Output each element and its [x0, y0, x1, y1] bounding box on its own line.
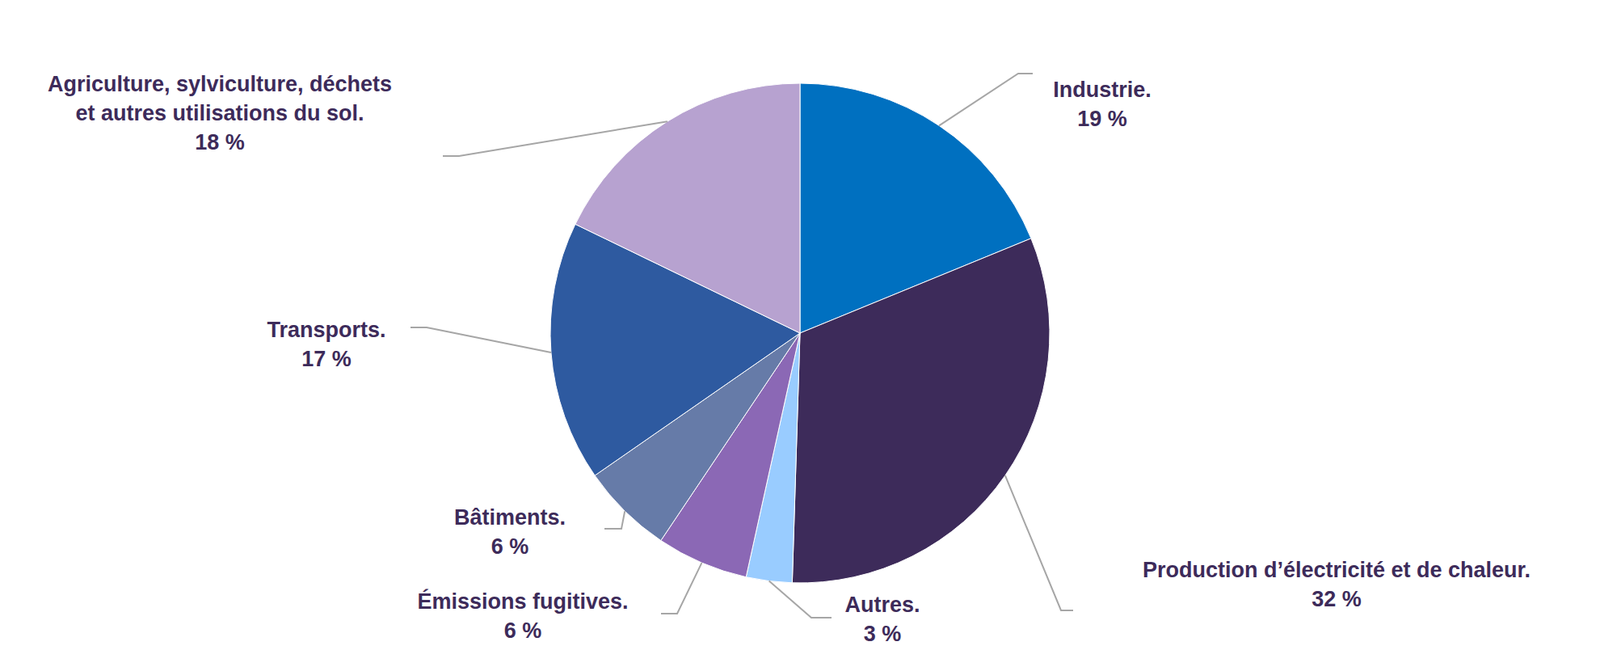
category-label: Industrie.: [1052, 77, 1152, 102]
data-label: Agriculture, sylviculture, déchets et aut…: [47, 71, 392, 155]
value-label: 3 %: [863, 621, 902, 646]
pie-slice: [791, 238, 1050, 583]
value-label: 32 %: [1311, 586, 1362, 611]
leader-line: [1005, 475, 1074, 611]
pie: [550, 83, 1050, 583]
category-label: Bâtiments.: [454, 505, 566, 530]
value-label: 6 %: [504, 618, 543, 643]
value-label: 19 %: [1077, 106, 1128, 131]
category-label: Émissions fugitives.: [416, 588, 628, 614]
data-label: Autres. 3 %: [844, 592, 920, 646]
labels: Industrie. 19 % Production d’électricité e…: [47, 71, 1531, 646]
chart: Industrie. 19 % Production d’électricité e…: [0, 0, 1600, 667]
value-label: 17 %: [301, 346, 352, 371]
leader-line: [661, 562, 702, 614]
data-label: Émissions fugitives. 6 %: [416, 588, 628, 643]
category-label: Transports.: [266, 317, 386, 342]
value-label: 6 %: [491, 534, 530, 559]
data-label: Production d’électricité et de chaleur. 3…: [1142, 557, 1531, 611]
value-label: 18 %: [194, 130, 245, 155]
leader-line: [442, 121, 668, 156]
leader-lines: [410, 73, 1074, 618]
category-label: Production d’électricité et de chaleur.: [1142, 557, 1531, 582]
leader-line: [410, 327, 552, 353]
category-label: Agriculture, sylviculture, déchets: [47, 71, 392, 97]
category-label: Autres.: [844, 592, 920, 617]
leader-line: [604, 510, 625, 529]
data-label: Bâtiments. 6 %: [454, 505, 566, 559]
data-label: Industrie. 19 %: [1052, 77, 1152, 131]
category-label: et autres utilisations du sol.: [75, 101, 364, 126]
leader-line: [769, 581, 832, 618]
pie-slice: [575, 83, 800, 333]
leader-line: [938, 73, 1033, 126]
data-label: Transports. 17 %: [266, 317, 386, 371]
